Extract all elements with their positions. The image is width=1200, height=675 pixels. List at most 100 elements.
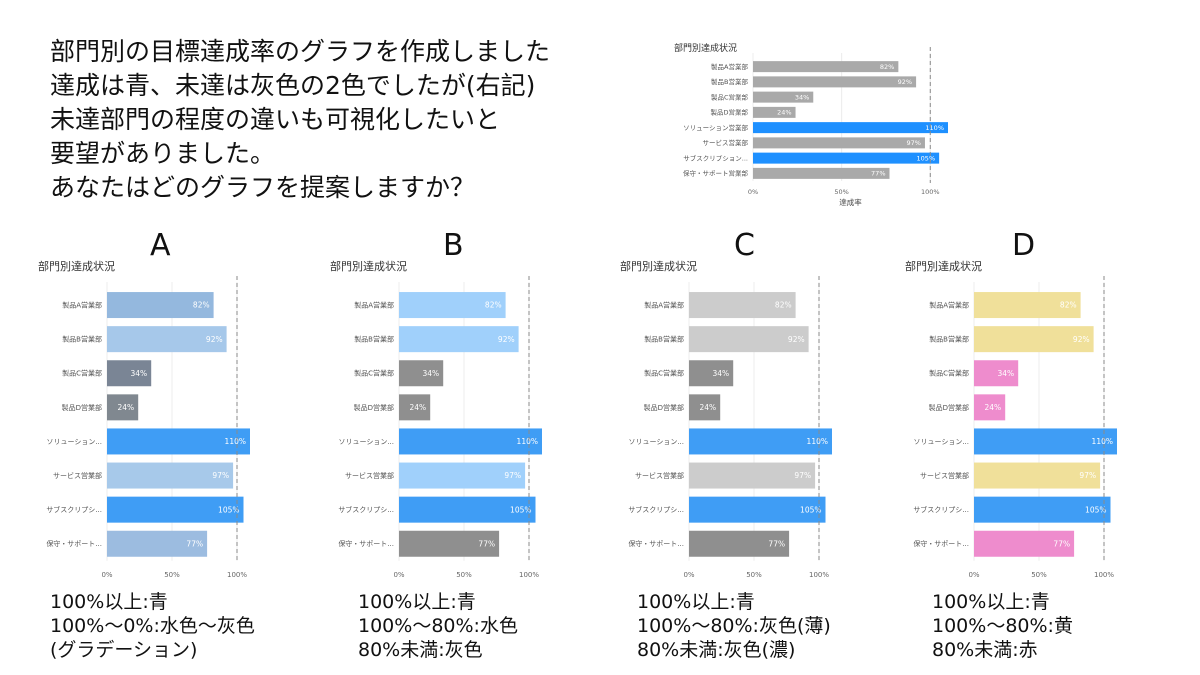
legend-c: 100%以上:青 100%～80%:灰色(薄) 80%未満:灰色(濃)	[637, 590, 831, 662]
chart-original-category-label-3: 製品C営業部	[711, 92, 749, 101]
chart-c-category-label-1: 製品A営業部	[644, 301, 684, 310]
chart-a-category-label-1: 製品A営業部	[62, 301, 102, 310]
chart-b: 部門別達成状況 製品A営業部 82% 製品B営業部 92% 製品C営業部 34% 製品D営業部…	[322, 256, 584, 586]
chart-a-bar-2	[107, 326, 227, 353]
chart-c-bar-1	[689, 292, 796, 319]
chart-d-data-label-5: 110%	[1092, 437, 1113, 446]
chart-c-data-label-3: 34%	[713, 369, 730, 378]
chart-b-category-label-4: 製品D営業部	[354, 403, 394, 412]
chart-original-data-label-4: 24%	[777, 109, 791, 117]
chart-d-category-label-5: ソリューション...	[913, 438, 969, 446]
chart-a-bar-6	[107, 462, 234, 489]
legend-a-line-3: (グラデーション)	[50, 639, 198, 661]
chart-original-bar-6	[753, 137, 925, 149]
chart-d-category-label-2: 製品B営業部	[929, 335, 969, 344]
chart-c-data-label-1: 82%	[775, 301, 792, 310]
chart-d-tick-label-0: 0%	[968, 571, 979, 579]
chart-original-data-label-3: 34%	[795, 93, 809, 101]
chart-b-category-label-3: 製品C営業部	[354, 369, 394, 378]
chart-original-bar-7	[753, 152, 940, 164]
chart-original-x-axis-label: 達成率	[839, 197, 862, 207]
legend-b: 100%以上:青 100%～80%:水色 80%未満:灰色	[358, 590, 518, 662]
chart-b-tick-label-2: 100%	[519, 571, 539, 579]
chart-d-bar-4	[974, 394, 1006, 421]
chart-c-category-label-8: 保守・サポート...	[628, 539, 684, 548]
chart-original: 部門別達成状況 製品A営業部 82% 製品B営業部 92% 製品C営業部 34% 製品D営業部…	[660, 35, 960, 215]
chart-d-bar-8	[974, 530, 1075, 557]
chart-a-category-label-3: 製品C営業部	[62, 369, 102, 378]
chart-a-data-label-2: 92%	[206, 335, 223, 344]
chart-a-category-label-4: 製品D営業部	[62, 403, 102, 412]
chart-original-category-label-2: 製品B営業部	[711, 77, 748, 86]
chart-d: 部門別達成状況 製品A営業部 82% 製品B営業部 92% 製品C営業部 34% 製品D営業部…	[897, 256, 1159, 586]
chart-d-bar-5	[974, 428, 1117, 455]
legend-c-line-1: 100%以上:青	[637, 591, 755, 613]
chart-original-category-label-4: 製品D営業部	[710, 108, 748, 117]
chart-original-data-label-1: 82%	[880, 63, 894, 71]
chart-a-data-label-6: 97%	[212, 471, 229, 480]
chart-d-data-label-2: 92%	[1073, 335, 1090, 344]
chart-a-bar-8	[107, 530, 208, 557]
chart-c-title: 部門別達成状況	[620, 259, 697, 273]
chart-b-bar-8	[399, 530, 500, 557]
chart-d-bar-7	[974, 496, 1111, 523]
chart-a-bar-3	[107, 360, 152, 387]
chart-a-data-label-4: 24%	[118, 403, 135, 412]
legend-d-line-2: 100%～80%:黄	[932, 615, 1073, 637]
chart-a-category-label-7: サブスクリプシ...	[46, 505, 102, 514]
chart-b-bar-2	[399, 326, 519, 353]
chart-original-category-label-7: サブスクリプション...	[683, 153, 748, 162]
chart-d-bar-2	[974, 326, 1094, 353]
chart-c-bar-2	[689, 326, 809, 353]
chart-original-bar-3	[753, 91, 814, 103]
chart-b-category-label-8: 保守・サポート...	[338, 539, 394, 548]
legend-b-line-1: 100%以上:青	[358, 591, 476, 613]
chart-original-bar-2	[753, 76, 917, 88]
chart-original-bar-5	[753, 122, 948, 134]
legend-c-line-2: 100%～80%:灰色(薄)	[637, 615, 831, 637]
chart-c-category-label-3: 製品C営業部	[644, 369, 684, 378]
chart-b-data-label-4: 24%	[410, 403, 427, 412]
chart-c-category-label-6: サービス営業部	[635, 471, 684, 480]
chart-original-tick-label-1: 50%	[834, 188, 848, 196]
chart-a-data-label-1: 82%	[193, 301, 210, 310]
chart-original-title: 部門別達成状況	[674, 42, 737, 54]
chart-d-category-label-6: サービス営業部	[920, 471, 969, 480]
chart-original-bar-4	[753, 106, 796, 118]
chart-a-tick-label-2: 100%	[227, 571, 247, 579]
chart-original-category-label-1: 製品A営業部	[711, 62, 748, 71]
chart-original-data-label-8: 77%	[871, 170, 885, 178]
chart-original-bar-1	[753, 61, 899, 73]
chart-a-title: 部門別達成状況	[38, 259, 115, 273]
chart-b-bar-4	[399, 394, 431, 421]
chart-d-tick-label-1: 50%	[1031, 571, 1047, 579]
legend-a: 100%以上:青 100%～0%:水色～灰色 (グラデーション)	[50, 590, 255, 662]
chart-c-category-label-7: サブスクリプシ...	[628, 505, 684, 514]
chart-original-data-label-7: 105%	[917, 154, 936, 162]
chart-a-data-label-5: 110%	[225, 437, 246, 446]
chart-b-data-label-8: 77%	[478, 539, 495, 548]
chart-b-category-label-7: サブスクリプシ...	[338, 505, 394, 514]
chart-c: 部門別達成状況 製品A営業部 82% 製品B営業部 92% 製品C営業部 34% 製品D営業部…	[612, 256, 874, 586]
chart-c-data-label-7: 105%	[800, 505, 821, 514]
chart-b-data-label-6: 97%	[504, 471, 521, 480]
chart-original-category-label-8: 保守・サポート営業部	[683, 169, 749, 178]
chart-original-data-label-5: 110%	[925, 124, 944, 132]
chart-d-data-label-1: 82%	[1060, 301, 1077, 310]
chart-a-bar-4	[107, 394, 139, 421]
question-line-5: あなたはどのグラフを提案しますか？	[50, 173, 476, 202]
chart-c-category-label-5: ソリューション...	[628, 438, 684, 446]
chart-d-category-label-8: 保守・サポート...	[913, 539, 969, 548]
chart-d-category-label-4: 製品D営業部	[929, 403, 969, 412]
chart-b-data-label-1: 82%	[485, 301, 502, 310]
chart-d-category-label-7: サブスクリプシ...	[913, 505, 969, 514]
chart-a-bar-5	[107, 428, 250, 455]
chart-b-data-label-5: 110%	[517, 437, 538, 446]
chart-d-bar-1	[974, 292, 1081, 319]
chart-original-data-label-6: 97%	[907, 139, 921, 147]
chart-c-bar-3	[689, 360, 734, 387]
chart-a-data-label-3: 34%	[131, 369, 148, 378]
